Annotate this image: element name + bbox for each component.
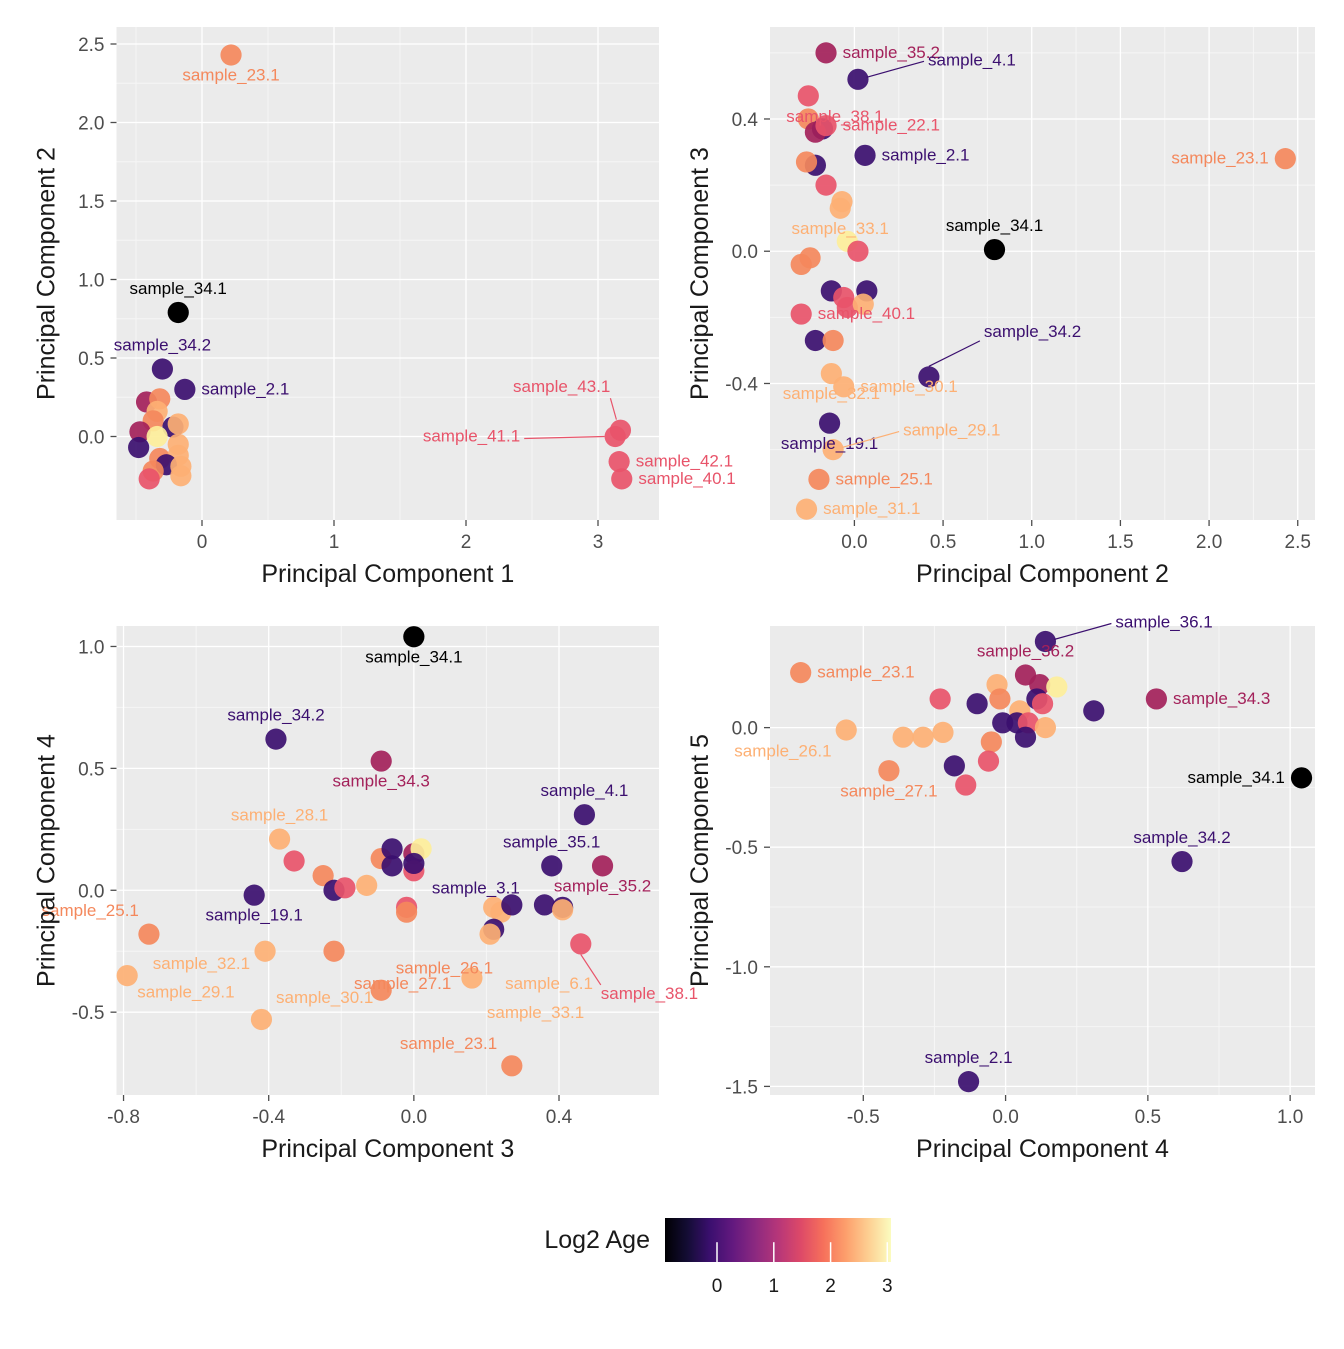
svg-text:1.5: 1.5 bbox=[1107, 532, 1133, 553]
svg-text:sample_31.1: sample_31.1 bbox=[823, 499, 920, 518]
svg-text:sample_40.1: sample_40.1 bbox=[818, 304, 915, 323]
svg-text:0.4: 0.4 bbox=[732, 110, 759, 131]
svg-text:sample_23.1: sample_23.1 bbox=[817, 663, 914, 682]
svg-text:-0.5: -0.5 bbox=[725, 838, 758, 859]
svg-text:sample_3.1: sample_3.1 bbox=[432, 879, 520, 898]
svg-text:sample_42.1: sample_42.1 bbox=[636, 452, 733, 471]
svg-text:2.0: 2.0 bbox=[1196, 532, 1222, 553]
svg-text:1.0: 1.0 bbox=[78, 271, 104, 292]
svg-text:sample_32.1: sample_32.1 bbox=[153, 954, 250, 973]
svg-text:sample_38.1: sample_38.1 bbox=[601, 984, 698, 1003]
svg-text:sample_22.1: sample_22.1 bbox=[843, 116, 940, 135]
svg-text:2: 2 bbox=[461, 532, 472, 553]
svg-text:sample_23.1: sample_23.1 bbox=[182, 66, 279, 85]
svg-text:0.5: 0.5 bbox=[1135, 1107, 1161, 1128]
svg-text:1.0: 1.0 bbox=[78, 638, 104, 659]
svg-text:3: 3 bbox=[882, 1276, 893, 1297]
svg-text:sample_34.1: sample_34.1 bbox=[365, 647, 462, 666]
svg-text:sample_35.2: sample_35.2 bbox=[843, 43, 940, 62]
svg-text:sample_34.1: sample_34.1 bbox=[130, 279, 227, 298]
svg-text:-0.5: -0.5 bbox=[72, 1003, 105, 1024]
svg-text:Principal Component 3: Principal Component 3 bbox=[261, 1135, 514, 1163]
svg-text:sample_34.1: sample_34.1 bbox=[946, 216, 1043, 235]
svg-text:sample_27.1: sample_27.1 bbox=[840, 781, 937, 800]
svg-text:sample_35.2: sample_35.2 bbox=[554, 877, 651, 896]
svg-text:0.0: 0.0 bbox=[992, 1107, 1018, 1128]
svg-text:sample_29.1: sample_29.1 bbox=[137, 983, 234, 1002]
svg-text:-0.8: -0.8 bbox=[107, 1107, 140, 1128]
svg-text:sample_34.2: sample_34.2 bbox=[984, 322, 1081, 341]
svg-text:sample_4.1: sample_4.1 bbox=[928, 50, 1016, 69]
svg-text:sample_30.1: sample_30.1 bbox=[276, 988, 373, 1007]
svg-text:Principal Component 1: Principal Component 1 bbox=[261, 560, 514, 588]
svg-text:sample_34.3: sample_34.3 bbox=[1173, 689, 1270, 708]
svg-text:sample_43.1: sample_43.1 bbox=[513, 377, 610, 396]
svg-text:1.5: 1.5 bbox=[78, 192, 104, 213]
svg-text:2.5: 2.5 bbox=[1285, 532, 1311, 553]
svg-text:Principal Component 5: Principal Component 5 bbox=[686, 734, 714, 987]
svg-text:2: 2 bbox=[825, 1276, 836, 1297]
svg-text:-0.5: -0.5 bbox=[847, 1107, 880, 1128]
svg-text:Principal Component 4: Principal Component 4 bbox=[916, 1135, 1169, 1163]
svg-text:0.0: 0.0 bbox=[732, 719, 758, 740]
svg-text:sample_19.1: sample_19.1 bbox=[781, 434, 878, 453]
svg-text:sample_19.1: sample_19.1 bbox=[206, 906, 303, 925]
svg-text:1: 1 bbox=[329, 532, 340, 553]
svg-text:sample_36.1: sample_36.1 bbox=[1115, 613, 1212, 632]
svg-text:sample_2.1: sample_2.1 bbox=[925, 1048, 1013, 1067]
svg-text:-0.4: -0.4 bbox=[725, 375, 758, 396]
svg-text:1: 1 bbox=[769, 1276, 780, 1297]
svg-text:Log2 Age: Log2 Age bbox=[544, 1226, 650, 1254]
svg-text:sample_26.1: sample_26.1 bbox=[396, 959, 493, 978]
svg-text:0.0: 0.0 bbox=[401, 1107, 427, 1128]
svg-text:sample_23.1: sample_23.1 bbox=[1171, 149, 1268, 168]
svg-text:0.4: 0.4 bbox=[546, 1107, 573, 1128]
svg-text:sample_33.1: sample_33.1 bbox=[487, 1003, 584, 1022]
svg-text:0.5: 0.5 bbox=[930, 532, 956, 553]
svg-text:sample_25.1: sample_25.1 bbox=[836, 469, 933, 488]
svg-text:2.0: 2.0 bbox=[78, 114, 104, 135]
svg-text:sample_34.2: sample_34.2 bbox=[1133, 828, 1230, 847]
svg-text:0: 0 bbox=[712, 1276, 723, 1297]
svg-text:sample_30.1: sample_30.1 bbox=[860, 377, 957, 396]
svg-text:-1.0: -1.0 bbox=[725, 958, 758, 979]
svg-text:sample_34.1: sample_34.1 bbox=[1188, 768, 1285, 787]
svg-text:sample_33.1: sample_33.1 bbox=[792, 219, 889, 238]
svg-text:3: 3 bbox=[593, 532, 604, 553]
svg-text:sample_36.2: sample_36.2 bbox=[977, 641, 1074, 660]
svg-text:sample_6.1: sample_6.1 bbox=[505, 974, 593, 993]
svg-text:sample_34.3: sample_34.3 bbox=[333, 772, 430, 791]
svg-text:0.0: 0.0 bbox=[78, 881, 104, 902]
svg-text:Principal Component 2: Principal Component 2 bbox=[916, 560, 1169, 588]
svg-text:-0.4: -0.4 bbox=[252, 1107, 285, 1128]
svg-text:Principal Component 2: Principal Component 2 bbox=[33, 147, 61, 400]
svg-text:sample_26.1: sample_26.1 bbox=[734, 742, 831, 761]
svg-text:sample_34.2: sample_34.2 bbox=[114, 335, 211, 354]
svg-text:sample_23.1: sample_23.1 bbox=[400, 1034, 497, 1053]
svg-text:sample_2.1: sample_2.1 bbox=[201, 379, 289, 398]
svg-text:0.5: 0.5 bbox=[78, 349, 104, 370]
svg-text:0: 0 bbox=[197, 532, 208, 553]
svg-text:1.0: 1.0 bbox=[1277, 1107, 1303, 1128]
svg-text:-1.5: -1.5 bbox=[725, 1077, 758, 1098]
svg-text:sample_35.1: sample_35.1 bbox=[503, 832, 600, 851]
svg-text:sample_28.1: sample_28.1 bbox=[231, 806, 328, 825]
svg-text:0.0: 0.0 bbox=[841, 532, 867, 553]
svg-text:Principal Component 4: Principal Component 4 bbox=[33, 734, 61, 987]
svg-text:sample_40.1: sample_40.1 bbox=[638, 469, 735, 488]
svg-text:sample_4.1: sample_4.1 bbox=[540, 781, 628, 800]
svg-text:Principal Component 3: Principal Component 3 bbox=[686, 147, 714, 400]
svg-text:2.5: 2.5 bbox=[78, 35, 104, 56]
svg-text:sample_34.2: sample_34.2 bbox=[227, 706, 324, 725]
svg-text:0.0: 0.0 bbox=[78, 428, 104, 449]
svg-text:1.0: 1.0 bbox=[1019, 532, 1045, 553]
svg-text:0.0: 0.0 bbox=[732, 242, 758, 263]
svg-text:sample_29.1: sample_29.1 bbox=[903, 421, 1000, 440]
svg-text:sample_2.1: sample_2.1 bbox=[882, 145, 970, 164]
svg-text:sample_41.1: sample_41.1 bbox=[423, 427, 520, 446]
svg-text:0.5: 0.5 bbox=[78, 759, 104, 780]
